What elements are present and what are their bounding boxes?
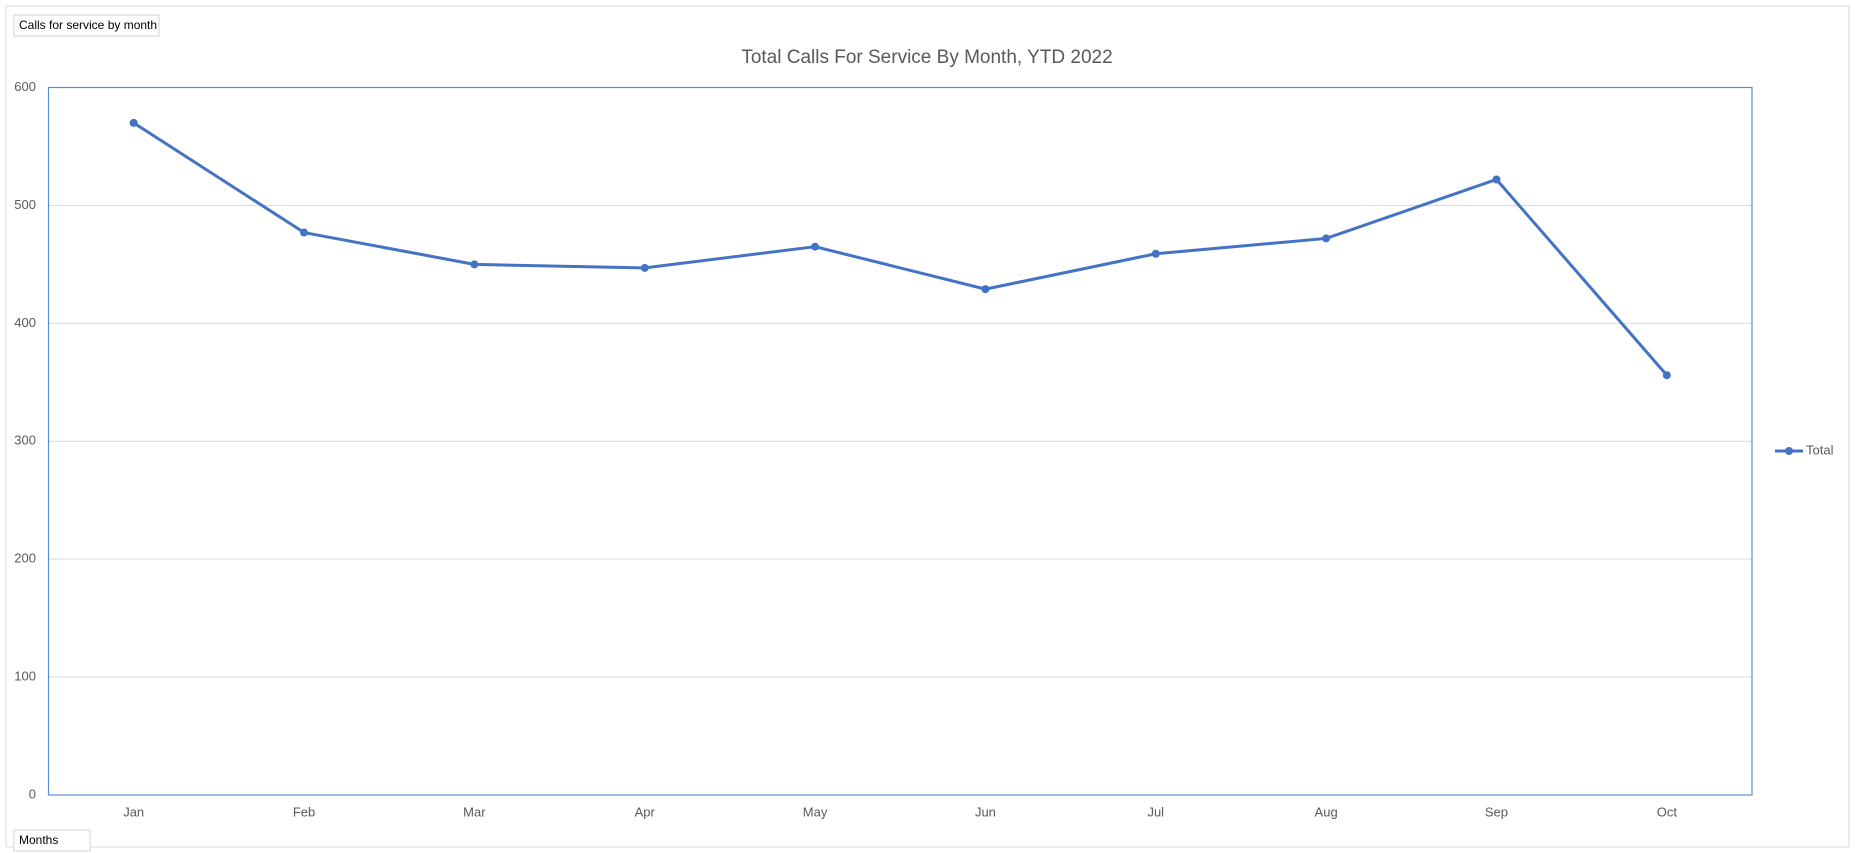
chart-title: Total Calls For Service By Month, YTD 20… [741, 47, 1112, 68]
axis-button[interactable] [13, 829, 91, 852]
y-tick-label: 300 [14, 433, 36, 448]
data-point [470, 260, 479, 269]
data-point [1662, 371, 1671, 380]
legend-label: Total [1806, 442, 1834, 457]
chart-frame [5, 5, 1850, 848]
data-point [1492, 175, 1501, 184]
filter-button[interactable] [13, 14, 160, 37]
y-tick-label: 100 [14, 669, 36, 684]
data-point [811, 242, 820, 251]
x-tick-label: Jul [1147, 804, 1164, 819]
legend-marker [1785, 447, 1793, 455]
line-series [132, 121, 1668, 377]
x-tick-label: Mar [463, 804, 486, 819]
x-tick-label: Aug [1315, 804, 1338, 819]
y-tick-label: 200 [14, 551, 36, 566]
x-tick-label: Jan [123, 804, 144, 819]
plot-border [47, 86, 1753, 796]
axis-button-label: Months [19, 833, 58, 847]
x-tick-label: Jun [975, 804, 996, 819]
x-tick-label: Apr [635, 804, 656, 819]
x-tick-label: Sep [1485, 804, 1508, 819]
y-tick-label: 600 [14, 79, 36, 94]
x-tick-label: Feb [293, 804, 315, 819]
data-point [300, 228, 309, 237]
data-point [981, 285, 990, 294]
x-tick-label: Oct [1657, 804, 1678, 819]
data-point [129, 118, 138, 127]
data-point [1322, 234, 1331, 243]
data-point [640, 263, 649, 272]
data-point [1151, 249, 1160, 258]
y-tick-label: 0 [29, 786, 36, 801]
y-tick-label: 400 [14, 315, 36, 330]
y-tick-label: 500 [14, 197, 36, 212]
filter-button-label: Calls for service by month [19, 18, 157, 32]
x-tick-label: May [803, 804, 828, 819]
